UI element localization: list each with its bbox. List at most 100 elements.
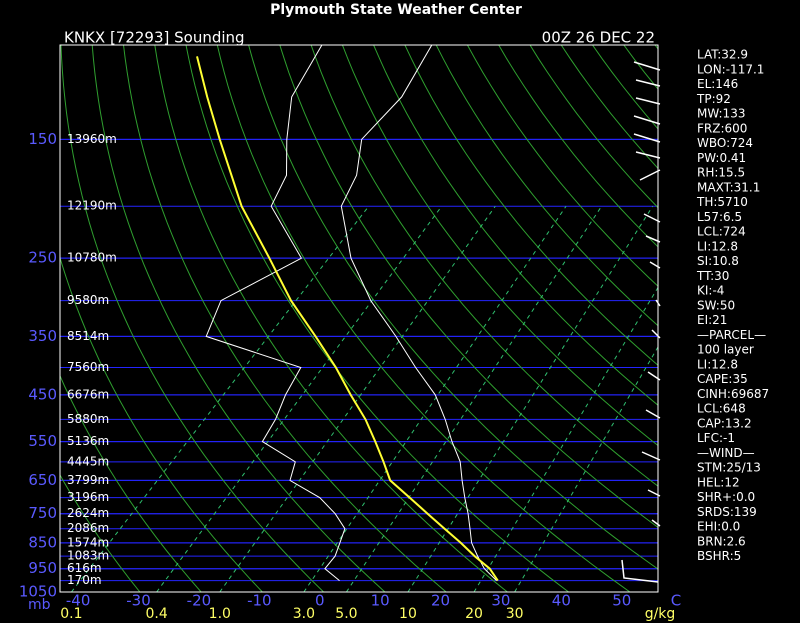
- mixing-ratio-label: 3.0: [293, 606, 315, 622]
- index-line: —WIND—: [697, 446, 755, 460]
- mixing-ratio-line: [473, 286, 658, 592]
- index-line: BSHR:5: [697, 549, 741, 563]
- index-line: TT:30: [696, 269, 729, 283]
- wind-barb: [621, 329, 661, 583]
- index-line: LFC:-1: [697, 431, 735, 445]
- dry-adiabat: [60, 474, 141, 592]
- index-line: MAXT:31.1: [697, 180, 760, 194]
- dry-adiabat: [60, 256, 263, 592]
- dry-adiabat: [279, 45, 658, 528]
- mixing-ratio-line: [71, 205, 370, 592]
- dry-adiabat: [373, 45, 658, 406]
- height-label: 1083m: [67, 549, 109, 563]
- index-line: LON:-117.1: [697, 62, 764, 76]
- time-label: 00Z 26 DEC 22: [542, 29, 655, 47]
- index-line: FRZ:600: [697, 121, 747, 135]
- index-line: BRN:2.6: [697, 534, 746, 548]
- dry-adiabat: [60, 374, 202, 592]
- wind-barb: [633, 61, 661, 159]
- index-line: LI:12.8: [697, 239, 738, 253]
- height-label: 2086m: [67, 521, 109, 535]
- station-label: KNKX [72293] Sounding: [64, 29, 245, 47]
- height-label: 12190m: [67, 199, 117, 213]
- x-tick-label: 20: [431, 592, 450, 610]
- dry-adiabat: [341, 45, 658, 447]
- indices-panel: LAT:32.9LON:-117.1EL:146TP:92MW:133FRZ:6…: [696, 48, 769, 564]
- x-unit: C: [671, 592, 681, 610]
- y-unit: mb: [28, 597, 51, 613]
- x-tick-label: 10: [371, 592, 390, 610]
- index-line: SRDS:139: [697, 505, 757, 519]
- dry-adiabat: [60, 45, 324, 592]
- y-tick-label: 150: [28, 130, 57, 148]
- mixing-ratio-label: 30: [506, 606, 524, 622]
- index-line: LCL:648: [697, 402, 746, 416]
- index-line: 100 layer: [697, 343, 754, 357]
- axes: 13960m 12190m 10780m 9580m 8514m 7560m 6676m 58…: [19, 130, 681, 622]
- height-label: 3799m: [67, 473, 109, 487]
- y-tick-label: 850: [28, 533, 57, 551]
- index-line: SHR+:0.0: [697, 490, 755, 504]
- height-label: 13960m: [67, 132, 117, 146]
- height-label: 7560m: [67, 360, 109, 374]
- mixing-ratio-label: 5.0: [335, 606, 357, 622]
- height-label: 6676m: [67, 387, 109, 401]
- mixing-ratio-label: 10: [399, 606, 417, 622]
- dry-adiabat: [560, 45, 658, 170]
- height-label: 170m: [67, 573, 102, 587]
- dry-adiabat: [185, 45, 569, 592]
- mixing-ratio-line: [303, 205, 567, 592]
- y-tick-label: 950: [28, 559, 57, 577]
- height-label: 2624m: [67, 506, 109, 520]
- mixing-ratio-label: 1.0: [209, 606, 231, 622]
- index-line: SW:50: [697, 298, 735, 312]
- x-tick-label: -10: [247, 592, 272, 610]
- plot-area: [60, 45, 658, 592]
- index-line: LI:12.8: [697, 357, 738, 371]
- profile-line: [340, 45, 497, 581]
- x-tick-label: 40: [552, 592, 571, 610]
- mixing-ratio-line: [219, 205, 496, 592]
- index-line: L57:6.5: [697, 210, 742, 224]
- y-tick-label: 1050: [19, 583, 57, 601]
- index-line: KI:-4: [697, 284, 724, 298]
- mixing-ratio-line: [514, 346, 658, 592]
- y-tick-label: 350: [28, 327, 57, 345]
- height-label: 616m: [67, 561, 102, 575]
- height-label: 1574m: [67, 535, 109, 549]
- dry-adiabat: [435, 45, 658, 327]
- height-label: 5880m: [67, 412, 109, 426]
- index-line: WBO:724: [697, 136, 753, 150]
- y-tick-label: 550: [28, 432, 57, 450]
- index-line: HEL:12: [697, 475, 740, 489]
- dry-adiabat: [404, 45, 658, 366]
- index-line: TP:92: [696, 92, 731, 106]
- index-line: LCL:724: [697, 225, 746, 239]
- index-line: CAPE:35: [697, 372, 748, 386]
- index-line: SI:10.8: [697, 254, 739, 268]
- index-line: PW:0.41: [697, 151, 746, 165]
- y-tick-label: 650: [28, 471, 57, 489]
- index-line: EHI:0.0: [697, 520, 740, 534]
- y-tick-label: 450: [28, 385, 57, 403]
- wind-barb: [639, 169, 661, 307]
- index-line: LAT:32.9: [697, 48, 748, 62]
- mixing-ratio-unit: g/kg: [645, 606, 676, 622]
- index-line: EL:146: [697, 77, 738, 91]
- x-tick-label: -30: [126, 592, 151, 610]
- chart-title: Plymouth State Weather Center: [270, 2, 522, 18]
- dry-adiabat: [529, 45, 658, 209]
- dry-adiabat: [498, 45, 658, 248]
- dry-adiabat: [216, 45, 631, 592]
- index-line: RH:15.5: [697, 166, 745, 180]
- index-line: STM:25/13: [697, 461, 761, 475]
- wind-barbs: [621, 61, 661, 583]
- index-line: CINH:69687: [697, 387, 769, 401]
- x-tick-label: 0: [315, 592, 325, 610]
- index-line: CAP:13.2: [697, 416, 752, 430]
- index-line: MW:133: [697, 107, 745, 121]
- profile-line: [205, 45, 346, 581]
